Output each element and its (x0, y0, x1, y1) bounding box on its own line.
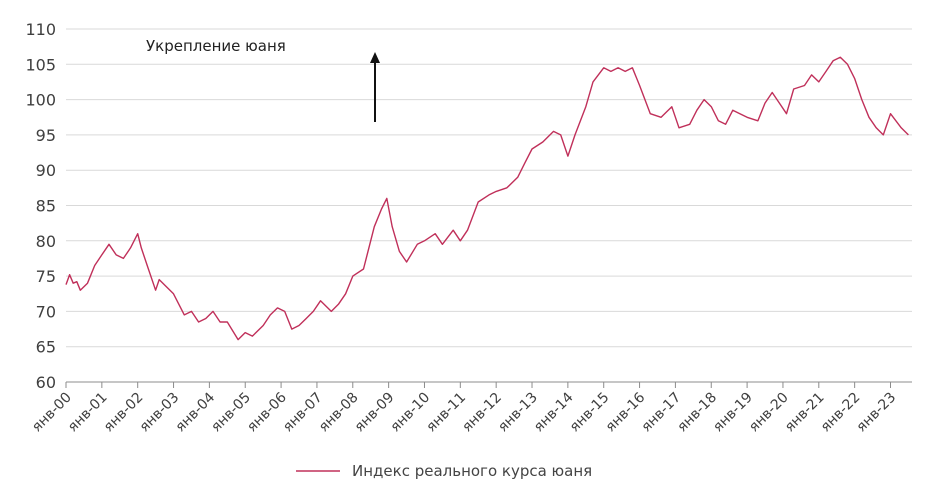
gridlines (65, 28, 912, 388)
x-tick-label: янв-22 (818, 390, 864, 436)
series-line (65, 56, 909, 341)
y-tick-label: 85 (36, 197, 56, 216)
x-tick-label: янв-19 (710, 390, 756, 436)
annotation-text: Укрепление юаня (146, 37, 286, 55)
x-tick-label: янв-10 (388, 390, 434, 436)
y-tick-label: 105 (25, 55, 56, 74)
x-tick-label: янв-05 (208, 390, 254, 436)
y-tick-label: 75 (36, 267, 56, 286)
y-tick-label: 110 (25, 20, 56, 39)
x-tick-label: янв-13 (495, 390, 541, 436)
x-tick-label: янв-18 (674, 390, 720, 436)
x-tick-label: янв-02 (101, 390, 147, 436)
legend: Индекс реального курса юаня (296, 462, 592, 480)
x-tick-label: янв-21 (782, 390, 828, 436)
x-tick-label: янв-17 (638, 390, 684, 436)
y-axis-ticks: 60 65 70 75 80 85 90 95 100 105 110 (25, 20, 56, 392)
y-tick-label: 100 (25, 91, 56, 110)
x-tick-label: янв-00 (29, 390, 75, 436)
x-tick-label: янв-01 (65, 390, 111, 436)
x-tick-label: янв-12 (459, 390, 505, 436)
x-tick-label: янв-09 (352, 390, 398, 436)
x-tick-label: янв-23 (854, 390, 900, 436)
y-tick-label: 65 (36, 338, 56, 357)
y-tick-label: 80 (36, 232, 56, 251)
x-axis-ticks: янв-00янв-01янв-02янв-03янв-04янв-05янв-… (29, 389, 899, 435)
annotation: Укрепление юаня (146, 37, 380, 122)
y-tick-label: 70 (36, 302, 56, 321)
legend-label: Индекс реального курса юаня (352, 462, 592, 480)
up-arrow-icon (370, 52, 380, 122)
y-tick-label: 90 (36, 161, 56, 180)
y-tick-label: 60 (36, 373, 56, 392)
y-tick-label: 95 (36, 126, 56, 145)
series-layer (65, 56, 909, 341)
x-tick-label: янв-08 (316, 390, 362, 436)
